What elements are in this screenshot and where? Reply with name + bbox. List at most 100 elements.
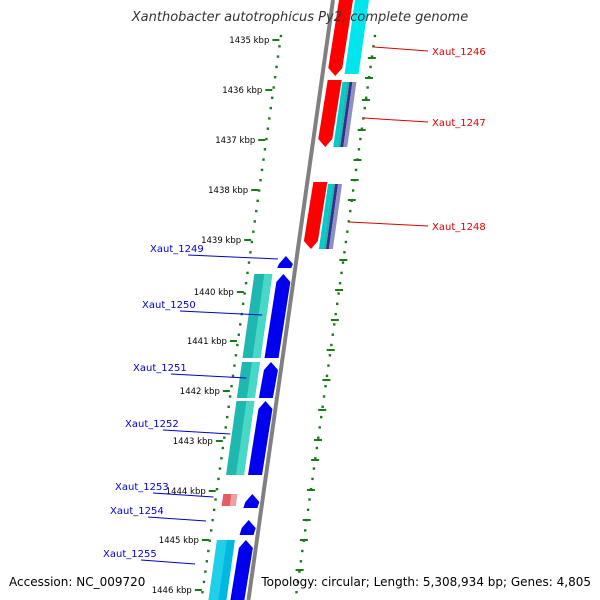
inner-ring-dot — [266, 127, 270, 130]
cds-stripe — [343, 82, 357, 147]
inner-ring-dot — [243, 292, 246, 295]
inner-ring-dot — [201, 591, 204, 594]
outer-ring-dot — [321, 405, 324, 408]
map-title: Xanthobacter autotrophicus Py2, complete… — [131, 10, 469, 25]
inner-ring-dot — [257, 189, 261, 192]
outer-ring-dot — [314, 457, 317, 460]
cds-stripe — [340, 82, 353, 147]
inner-ring-dot — [215, 488, 219, 491]
reverse-gene-label: Xaut_1251 — [133, 363, 187, 374]
reverse-gene-arrow — [264, 274, 291, 358]
kbp-tick-label: 1441 kbp — [187, 337, 227, 347]
outer-ring-dot — [315, 446, 319, 450]
inner-ring-dot — [212, 508, 216, 511]
genome-backbone — [246, 0, 335, 600]
forward-gene-leader — [373, 46, 429, 52]
inner-ring-dot — [259, 179, 262, 182]
cds-stripe — [333, 82, 347, 147]
inner-ring-dot — [239, 323, 242, 326]
outer-ring-dot — [319, 415, 323, 419]
inner-ring-dot — [263, 148, 267, 151]
inner-ring-dot — [205, 560, 209, 563]
outer-ring-dot — [343, 251, 346, 254]
outer-ring-dot — [328, 354, 332, 357]
inner-ring-dot — [218, 467, 222, 470]
reverse-gene-arrow — [243, 494, 260, 508]
cds-block — [344, 0, 369, 74]
inner-ring-dot — [241, 302, 245, 305]
reverse-strand-track — [204, 256, 295, 600]
inner-ring-dot — [224, 426, 227, 429]
outer-dotted-ring — [201, 34, 377, 594]
outer-ring-dot — [346, 230, 349, 233]
kbp-tick-label: 1445 kbp — [159, 536, 199, 546]
inner-ring-dot — [202, 580, 206, 584]
inner-ring-dot — [273, 76, 277, 79]
forward-gene-leader — [349, 221, 429, 227]
gene-labels: Xaut_1246 Xaut_1247 Xaut_1248 Xaut_1249 Xaut… — [103, 46, 486, 565]
inner-ring-dot — [255, 209, 258, 213]
kbp-tick-label: 1442 kbp — [180, 387, 220, 397]
outer-ring-dot — [347, 220, 350, 223]
reverse-gene-arrow — [258, 362, 278, 398]
cds-highlight — [218, 540, 235, 600]
reverse-gene-label: Xaut_1249 — [150, 244, 204, 255]
outer-ring-dot — [330, 343, 333, 347]
outer-ring-dot — [298, 570, 301, 573]
reverse-gene-leader — [140, 559, 196, 565]
cds-stripe — [337, 82, 350, 147]
inner-ring-dot — [276, 55, 280, 58]
outer-ring-dot — [334, 312, 337, 316]
inner-ring-dot — [269, 106, 272, 110]
inner-ring-dot — [211, 518, 214, 522]
kbp-tick-label: 1439 kbp — [201, 236, 241, 246]
reverse-gene-label: Xaut_1252 — [125, 419, 179, 430]
reverse-gene-leader — [187, 254, 279, 260]
outer-ring-dot — [312, 467, 316, 470]
kbp-tick-label: 1446 kbp — [152, 586, 192, 596]
outer-ring-dot — [327, 364, 330, 367]
outer-ring-dot — [299, 560, 303, 563]
inner-ring-dot — [207, 549, 210, 553]
inner-ring-dot — [250, 240, 254, 244]
reverse-gene-leader — [152, 492, 214, 498]
reverse-gene-label: Xaut_1255 — [103, 549, 157, 560]
outer-ring-dot — [295, 591, 298, 594]
inner-ring-dot — [210, 529, 213, 532]
outer-ring-dot — [357, 148, 361, 151]
outer-ring-dot — [322, 395, 326, 398]
inner-ring-dot — [244, 282, 248, 285]
outer-ring-dot — [366, 86, 369, 89]
forward-gene-arrow — [318, 80, 342, 147]
accession-text: Accession: NC_009720 — [9, 575, 146, 589]
inner-ring-dot — [256, 199, 259, 202]
outer-ring-dot — [340, 271, 343, 275]
forward-gene-label: Xaut_1246 — [432, 47, 486, 58]
inner-ring-dot — [208, 539, 211, 542]
kbp-tick-label: 1443 kbp — [173, 437, 213, 447]
inner-ring-dot — [272, 86, 275, 89]
outer-ring-dot — [370, 55, 374, 58]
outer-ring-dot — [362, 117, 365, 120]
inner-ring-dot — [234, 354, 238, 357]
inner-ring-dot — [260, 168, 264, 172]
inner-ring-dot — [278, 45, 281, 48]
inner-ring-dot — [253, 220, 256, 223]
outer-ring-dot — [359, 137, 362, 141]
inner-ring-dot — [225, 415, 229, 419]
inner-ring-dot — [252, 230, 255, 233]
inner-ring-dot — [247, 261, 251, 264]
outer-ring-dot — [365, 96, 368, 99]
forward-gene-label: Xaut_1248 — [432, 222, 486, 233]
kbp-tick-label: 1436 kbp — [222, 86, 262, 96]
inner-ring-dot — [268, 117, 271, 120]
outer-ring-dot — [306, 508, 310, 511]
inner-ring-dot — [223, 436, 226, 439]
reverse-gene-leader — [179, 310, 263, 316]
forward-gene-leader — [363, 117, 429, 123]
inner-ring-dot — [262, 158, 265, 161]
inner-ring-dot — [233, 364, 236, 367]
outer-ring-dot — [344, 240, 348, 244]
inner-ring-dot — [228, 395, 232, 398]
